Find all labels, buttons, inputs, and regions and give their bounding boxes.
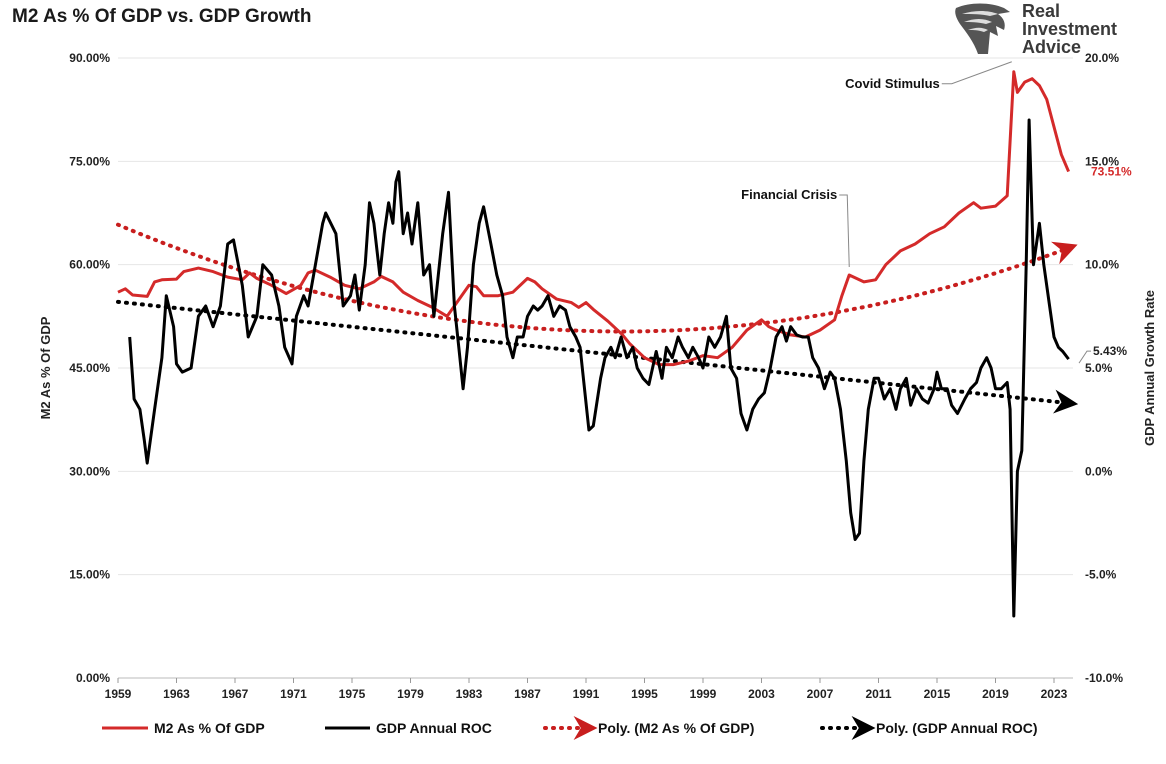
gdp-last-value-label: 5.43% <box>1093 344 1127 358</box>
m2-trendline <box>116 222 1078 334</box>
covid-annotation-leader <box>941 61 1012 85</box>
chart-title: M2 As % Of GDP vs. GDP Growth <box>12 6 312 27</box>
x-tick-label: 1979 <box>397 687 424 701</box>
right-tick-label: -10.0% <box>1085 671 1123 685</box>
m2-last-value-label: 73.51% <box>1091 165 1132 179</box>
right-tick-label: 0.0% <box>1085 464 1113 478</box>
right-tick-label: 5.0% <box>1085 361 1113 375</box>
x-tick-label: 1987 <box>514 687 541 701</box>
left-axis: 0.00% 15.00% 30.00% 45.00% 60.00% 75.00% 90.00… <box>69 51 110 685</box>
right-axis-label: GDP Annual Growth Rate <box>1142 290 1157 446</box>
legend-label: Poly. (M2 As % Of GDP) <box>598 720 754 736</box>
right-tick-label: 10.0% <box>1085 258 1119 272</box>
left-tick-label: 60.00% <box>69 258 110 272</box>
left-tick-label: 30.00% <box>69 464 110 478</box>
right-tick-label: 20.0% <box>1085 51 1119 65</box>
x-tick-label: 1999 <box>690 687 717 701</box>
covid-annotation-label: Covid Stimulus <box>845 76 940 91</box>
x-tick-label: 1991 <box>573 687 600 701</box>
left-tick-label: 45.00% <box>69 361 110 375</box>
left-tick-label: 15.00% <box>69 568 110 582</box>
annotations: Covid Stimulus Financial Crisis 73.51% 5.43… <box>741 61 1132 364</box>
gdp-series-line <box>128 118 1070 618</box>
financial-crisis-label: Financial Crisis <box>741 187 837 202</box>
right-tick-label: 15.0% <box>1085 154 1119 168</box>
right-axis: -10.0% -5.0% 0.0% 5.0% 10.0% 15.0% 20.0% <box>1085 51 1123 685</box>
x-tick-label: 1963 <box>163 687 190 701</box>
brand-logo: Real Investment Advice <box>952 0 1117 58</box>
x-tick-label: 1995 <box>631 687 658 701</box>
logo-text-line3: Advice <box>1022 37 1082 57</box>
x-tick-label: 2023 <box>1041 687 1068 701</box>
legend-label: M2 As % Of GDP <box>154 720 265 736</box>
left-tick-label: 90.00% <box>69 51 110 65</box>
gridlines <box>118 57 1073 679</box>
x-tick-label: 1975 <box>339 687 366 701</box>
x-tick-label: 1959 <box>105 687 132 701</box>
x-tick-label: 2011 <box>865 687 891 701</box>
eagle-head-icon <box>955 3 1010 54</box>
legend-label: GDP Annual ROC <box>376 720 492 736</box>
series-layer <box>116 70 1079 618</box>
m2-series-line <box>117 70 1070 367</box>
left-tick-label: 0.00% <box>76 671 110 685</box>
x-tick-label: 1971 <box>280 687 307 701</box>
logo-text-line1: Real <box>1022 1 1061 21</box>
left-axis-label: M2 As % Of GDP <box>38 316 53 419</box>
left-tick-label: 75.00% <box>69 154 110 168</box>
financial-crisis-leader <box>839 194 850 268</box>
legend: M2 As % Of GDP GDP Annual ROC Poly. (M2 As… <box>102 716 1038 740</box>
x-tick-label: 2019 <box>982 687 1009 701</box>
gdp-trendline <box>116 299 1079 414</box>
x-tick-label: 2003 <box>748 687 775 701</box>
gdp-last-value-leader <box>1078 350 1091 364</box>
x-tick-label: 1983 <box>456 687 483 701</box>
legend-label: Poly. (GDP Annual ROC) <box>876 720 1038 736</box>
x-tick-label: 2015 <box>924 687 951 701</box>
x-tick-label: 2007 <box>807 687 834 701</box>
logo-text-line2: Investment <box>1022 19 1118 39</box>
x-tick-label: 1967 <box>222 687 249 701</box>
right-tick-label: -5.0% <box>1085 568 1117 582</box>
x-axis: 1959 1963 1967 1971 1975 1979 1983 1987 1991 1995… <box>105 677 1073 701</box>
